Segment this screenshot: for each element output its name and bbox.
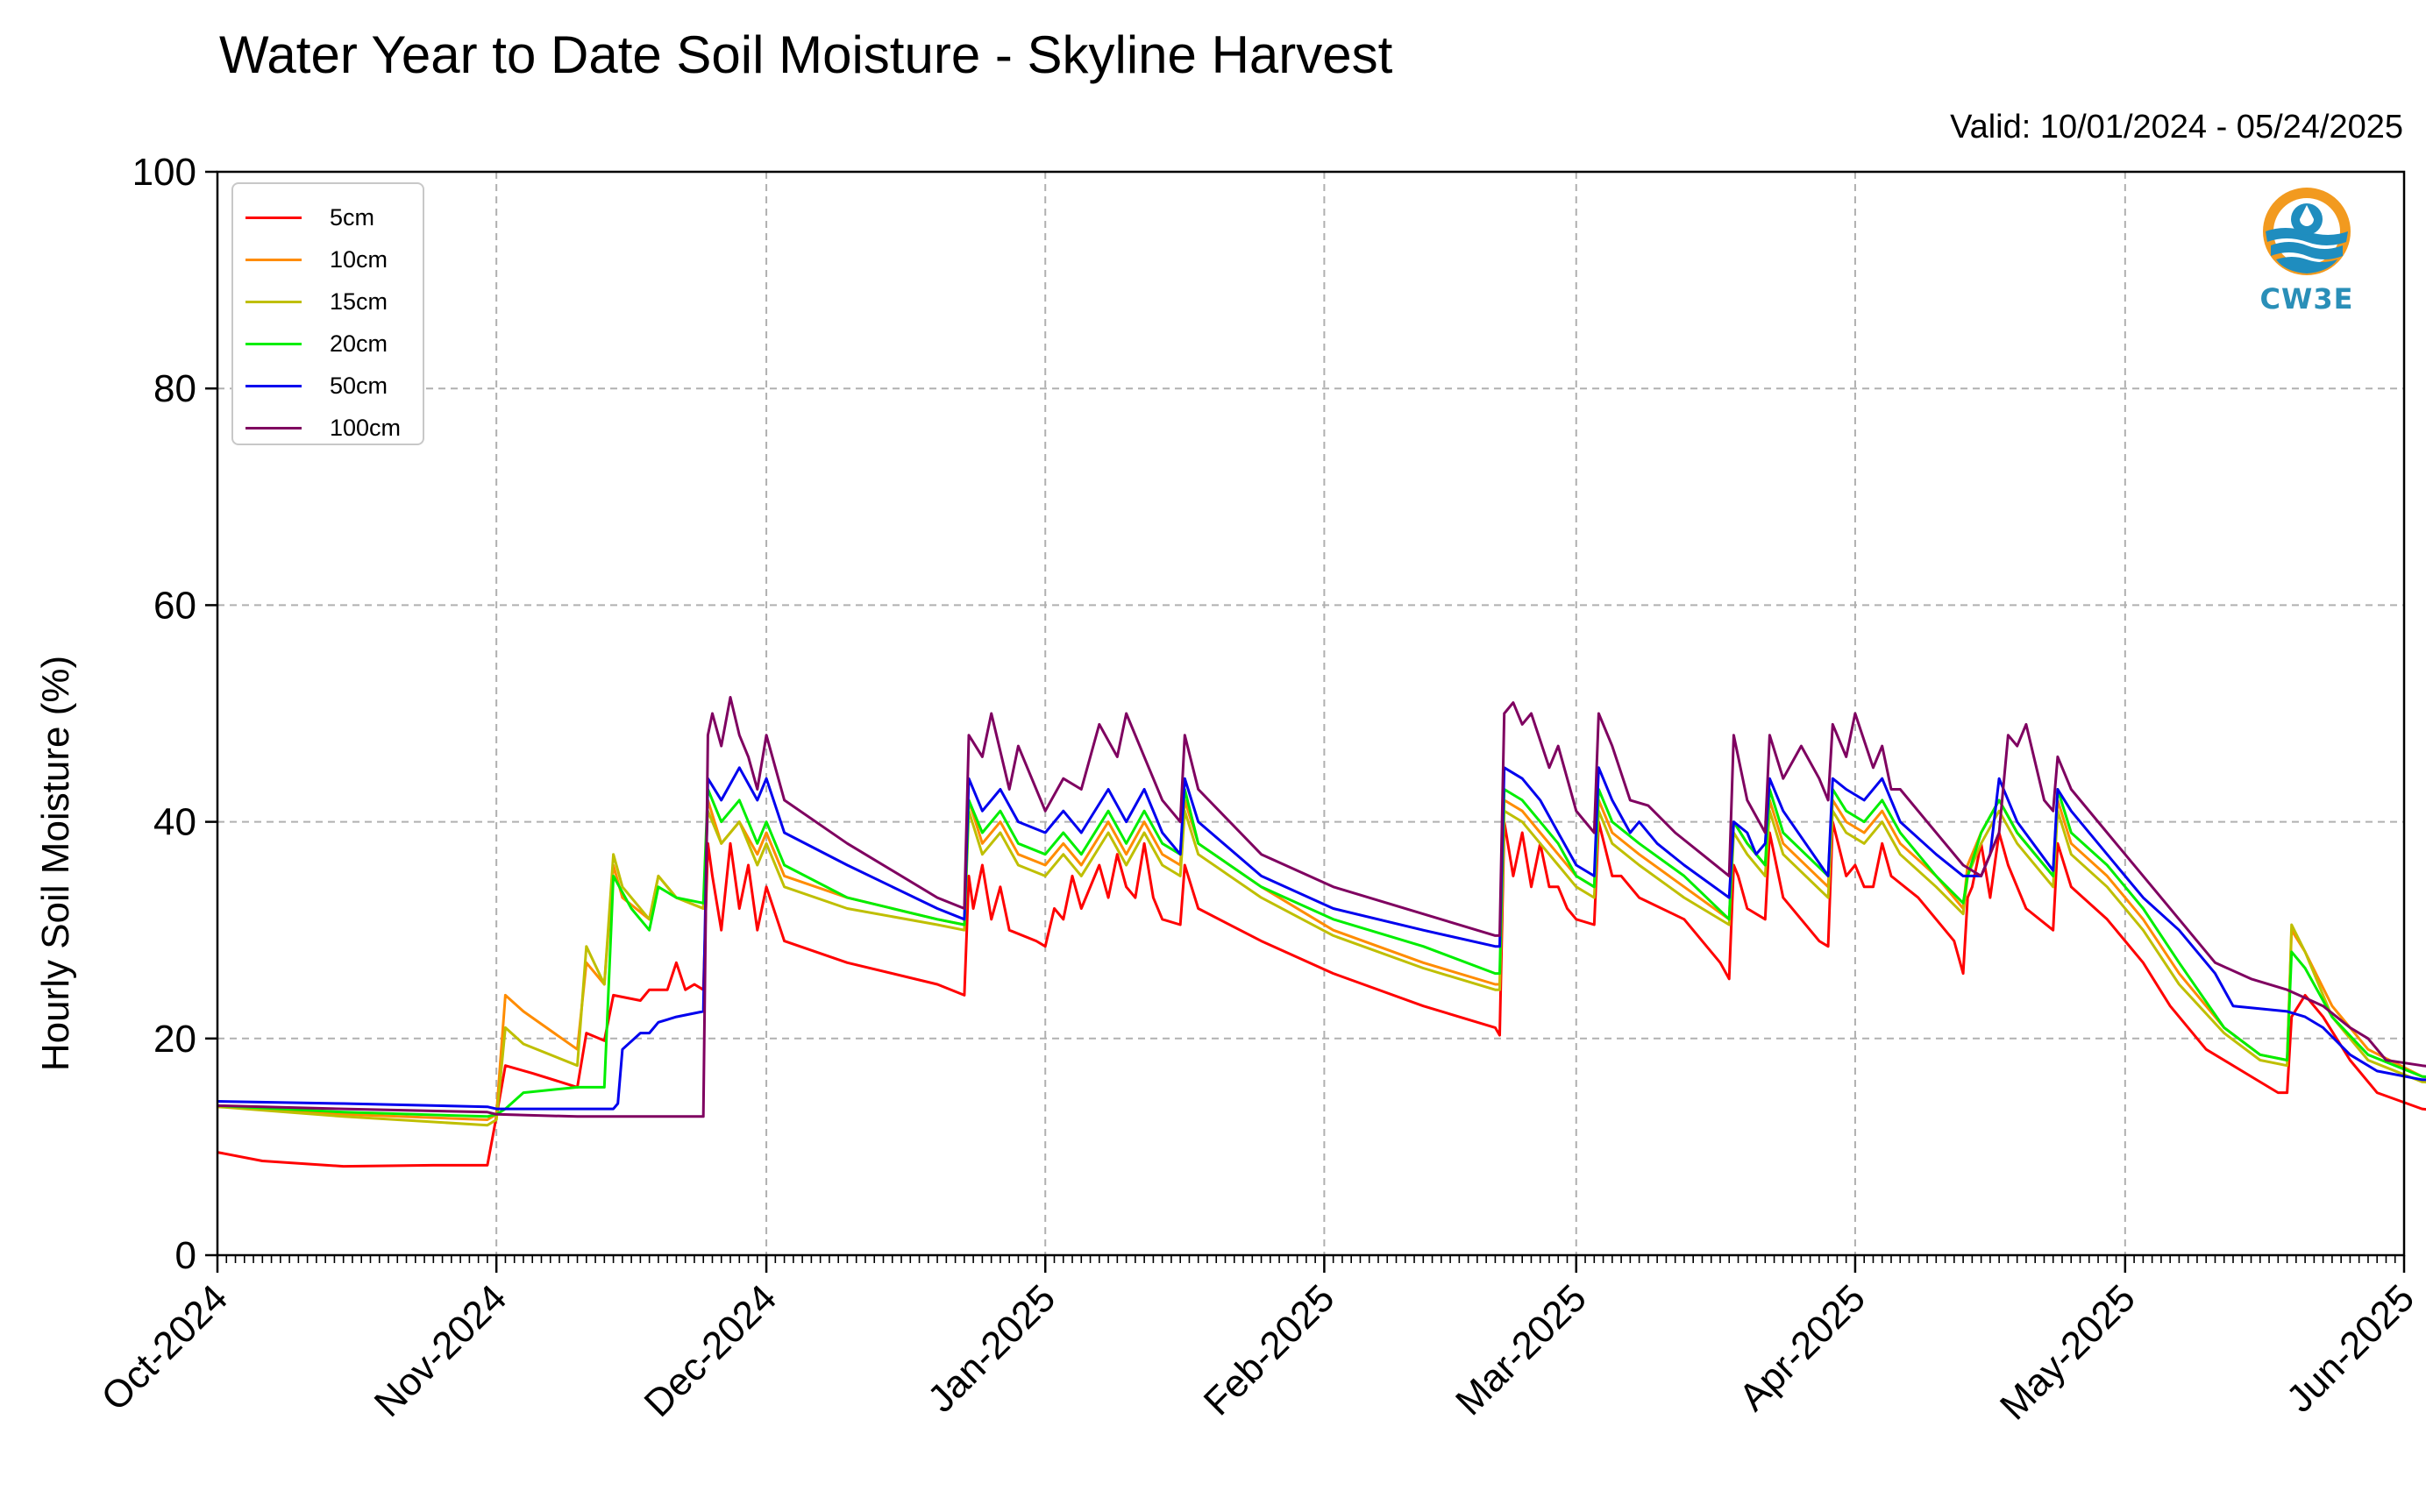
y-tick-label: 40 bbox=[153, 801, 196, 844]
legend-swatch bbox=[245, 342, 302, 345]
legend-swatch bbox=[245, 384, 302, 387]
legend-label: 20cm bbox=[330, 330, 388, 357]
grid-lines bbox=[217, 171, 2405, 1256]
cw3e-logo-text: CW3E bbox=[2259, 282, 2354, 316]
legend-label: 100cm bbox=[330, 414, 402, 441]
x-tick-label: Mar-2025 bbox=[1448, 1276, 1595, 1423]
valid-date-range: Valid: 10/01/2024 - 05/24/2025 bbox=[1950, 109, 2403, 146]
y-tick-label: 60 bbox=[153, 584, 196, 627]
legend-label: 10cm bbox=[330, 245, 388, 273]
y-tick-label: 100 bbox=[132, 151, 196, 194]
series-line-10cm bbox=[217, 799, 2426, 1121]
x-tick-label: Jun-2025 bbox=[2279, 1276, 2422, 1420]
y-axis-label: Hourly Soil Moisture (%) bbox=[34, 656, 77, 1071]
legend-swatch bbox=[245, 258, 302, 261]
series-line-50cm bbox=[217, 766, 2426, 1111]
legend-label: 5cm bbox=[330, 203, 375, 231]
x-tick-label: Apr-2025 bbox=[1731, 1276, 1874, 1419]
legend-item-20cm: 20cm bbox=[245, 323, 414, 365]
legend-item-100cm: 100cm bbox=[245, 407, 414, 449]
series-lines bbox=[217, 696, 2426, 1168]
legend-item-10cm: 10cm bbox=[245, 238, 414, 280]
series-line-5cm bbox=[217, 820, 2426, 1168]
y-tick-label: 80 bbox=[153, 367, 196, 410]
legend-swatch bbox=[245, 216, 302, 219]
legend-label: 15cm bbox=[330, 287, 388, 315]
y-tick-label: 20 bbox=[153, 1018, 196, 1061]
x-tick-label: Jan-2025 bbox=[920, 1276, 1064, 1420]
x-tick-label: May-2025 bbox=[1992, 1276, 2144, 1428]
x-tick-label: Oct-2024 bbox=[93, 1276, 236, 1419]
x-tick-label: Dec-2024 bbox=[637, 1276, 786, 1425]
x-tick-label: Nov-2024 bbox=[366, 1276, 516, 1425]
plot-frame bbox=[216, 170, 2406, 1257]
legend-swatch bbox=[245, 300, 302, 303]
chart-title: Water Year to Date Soil Moisture - Skyli… bbox=[219, 25, 1393, 84]
axes: 0 20 40 60 80 100 Oct-2024 Nov-2024 Dec-2024 Jan-… bbox=[93, 151, 2422, 1428]
legend-item-5cm: 5cm bbox=[245, 196, 414, 238]
legend-label: 50cm bbox=[330, 372, 388, 399]
y-tick-label: 0 bbox=[175, 1234, 196, 1277]
legend-item-50cm: 50cm bbox=[245, 365, 414, 407]
x-tick-label: Feb-2025 bbox=[1196, 1276, 1343, 1423]
cw3e-logo-icon bbox=[2263, 188, 2351, 275]
legend: 5cm 10cm 15cm 20cm 50cm 100cm bbox=[231, 182, 424, 445]
cw3e-logo: CW3E bbox=[2259, 184, 2355, 324]
legend-swatch bbox=[245, 426, 302, 429]
series-line-100cm bbox=[217, 696, 2426, 1118]
legend-item-15cm: 15cm bbox=[245, 280, 414, 323]
